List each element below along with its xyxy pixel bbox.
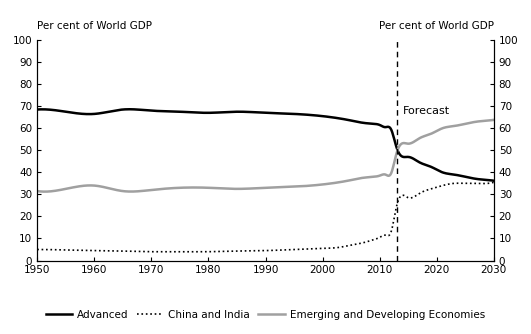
Text: Per cent of World GDP: Per cent of World GDP [37, 21, 152, 31]
Text: Per cent of World GDP: Per cent of World GDP [379, 21, 494, 31]
Legend: Advanced, China and India, Emerging and Developing Economies: Advanced, China and India, Emerging and … [42, 305, 489, 324]
Text: Forecast: Forecast [402, 106, 450, 116]
